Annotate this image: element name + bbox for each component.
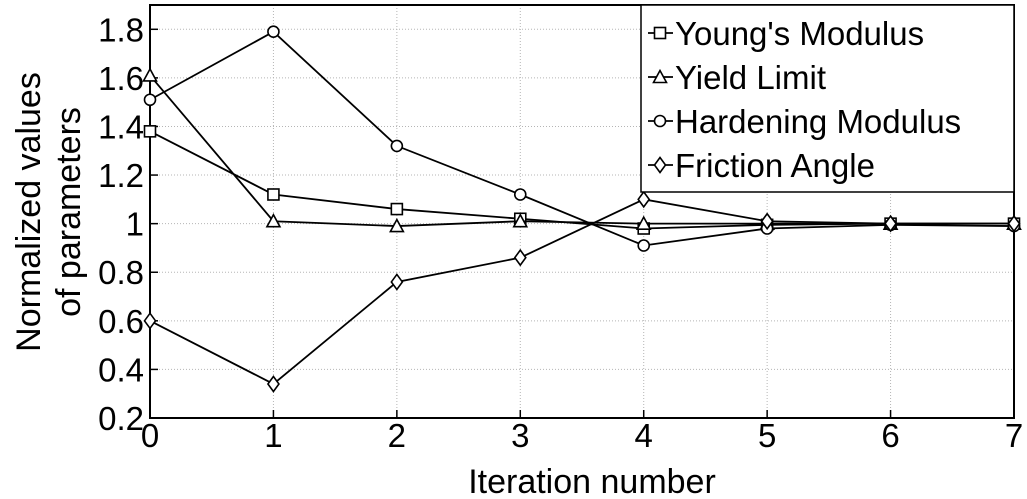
x-tick-label: 1 — [264, 417, 282, 454]
x-tick-label: 4 — [635, 417, 653, 454]
data-point-diamond — [266, 375, 280, 393]
legend-item: Friction Angle — [648, 147, 875, 184]
x-axis-title: Iteration number — [468, 463, 716, 499]
x-tick-label: 3 — [511, 417, 529, 454]
x-tick-label: 6 — [881, 417, 899, 454]
y-tick-label: 1.4 — [98, 108, 144, 145]
y-axis-title-line: Normalized values — [10, 72, 48, 352]
legend-label: Young's Modulus — [675, 15, 924, 52]
data-point-square — [390, 202, 404, 216]
legend-label: Hardening Modulus — [675, 103, 961, 140]
y-axis-title-line: of parameters — [50, 107, 88, 317]
x-tick-label: 0 — [141, 417, 159, 454]
legend-label: Yield Limit — [675, 59, 826, 96]
legend-marker-triangle — [652, 68, 668, 84]
data-point-diamond — [884, 214, 898, 233]
y-axis-ticks: 0.2 0.4 0.6 0.8 1 1.2 1.4 1.6 1.8 — [98, 11, 158, 437]
y-tick-label: 0.6 — [98, 303, 144, 340]
data-point-diamond — [637, 190, 651, 209]
legend-item: Young's Modulus — [648, 15, 924, 52]
legend-marker-square — [653, 26, 667, 40]
y-tick-label: 1.8 — [98, 11, 144, 48]
x-tick-label: 2 — [388, 417, 406, 454]
x-axis-ticks: 0 1 2 3 4 5 6 7 — [141, 410, 1023, 454]
data-point-triangle — [142, 67, 158, 82]
data-point-triangle — [512, 213, 529, 228]
plot-frame — [149, 4, 1015, 419]
data-point-diamond — [513, 248, 527, 267]
data-point-circle — [390, 139, 404, 153]
data-point-square — [267, 188, 280, 201]
data-point-diamond — [390, 273, 404, 291]
y-tick-label: 1 — [126, 206, 144, 243]
series-line — [149, 30, 1015, 247]
legend-marker-diamond — [653, 156, 667, 174]
legend-item: Hardening Modulus — [648, 103, 961, 140]
data-point-diamond — [1007, 214, 1021, 233]
legend-item: Yield Limit — [648, 59, 826, 96]
legend-marker-circle — [653, 114, 667, 128]
series-line — [149, 198, 1014, 386]
y-tick-label: 0.8 — [98, 254, 144, 291]
data-point-square — [143, 125, 157, 138]
x-tick-label: 7 — [1005, 417, 1023, 454]
data-point-circle — [513, 188, 527, 201]
legend-box — [640, 4, 1015, 193]
x-tick-label: 5 — [758, 417, 776, 454]
y-tick-label: 1.2 — [98, 157, 144, 194]
data-point-circle — [267, 25, 280, 39]
data-point-triangle — [389, 217, 405, 233]
legend: Young's Modulus Yield Limit Hardening Modu… — [640, 4, 1015, 193]
y-axis-title: Normalized values of parameters — [10, 72, 88, 352]
data-point-triangle — [635, 215, 652, 230]
data-point-diamond — [760, 212, 774, 231]
series-diamond — [143, 190, 1021, 393]
data-point-circle — [637, 239, 651, 252]
data-point-diamond — [143, 311, 157, 330]
series-layer — [142, 25, 1022, 393]
data-point-triangle — [265, 213, 282, 228]
y-tick-label: 0.2 — [98, 400, 144, 437]
data-point-circle — [143, 93, 157, 107]
y-tick-label: 1.6 — [98, 60, 144, 97]
legend-label: Friction Angle — [675, 147, 875, 184]
y-tick-label: 0.4 — [98, 351, 144, 388]
